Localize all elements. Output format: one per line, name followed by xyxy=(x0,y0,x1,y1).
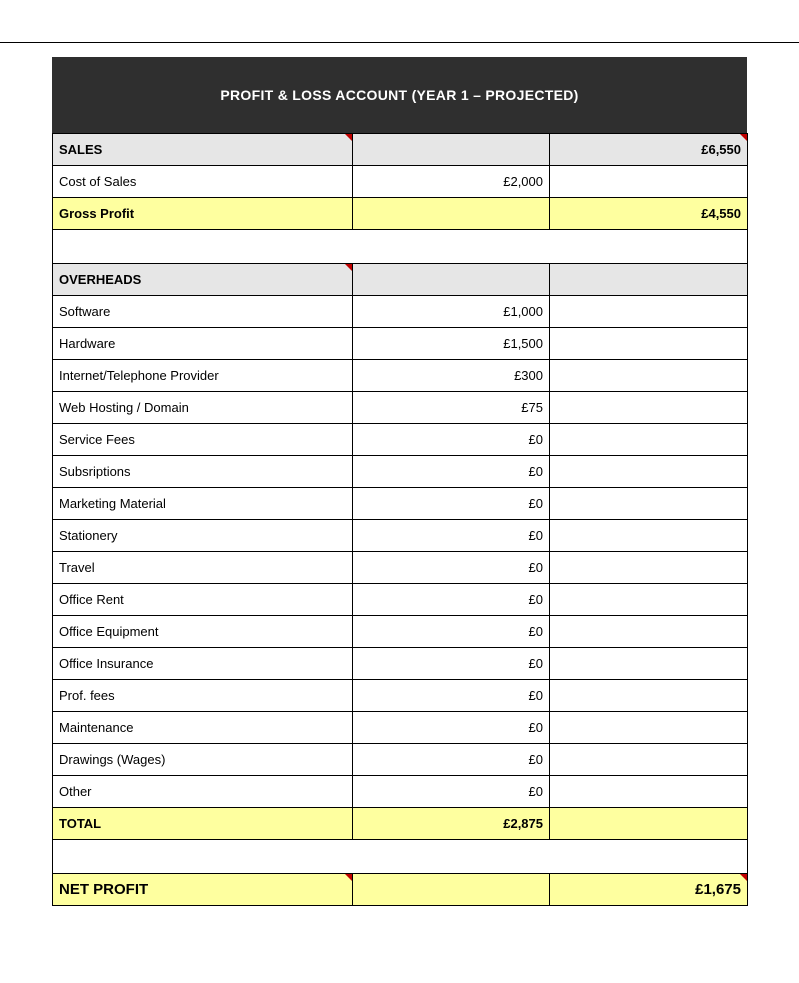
gross-profit-amount: £4,550 xyxy=(550,198,748,230)
overhead-item-label: Service Fees xyxy=(53,424,353,456)
sales-total: £6,550 xyxy=(550,134,748,166)
overhead-item-amount: £300 xyxy=(353,360,550,392)
sales-header: SALES xyxy=(53,134,353,166)
overhead-item-label: Stationery xyxy=(53,520,353,552)
overhead-item-label: Office Insurance xyxy=(53,648,353,680)
overhead-item-amount: £0 xyxy=(353,584,550,616)
overhead-item-amount: £0 xyxy=(353,520,550,552)
overhead-item-amount: £0 xyxy=(353,616,550,648)
overhead-item-label: Maintenance xyxy=(53,712,353,744)
overhead-item-label: Marketing Material xyxy=(53,488,353,520)
gross-profit-label: Gross Profit xyxy=(53,198,353,230)
overhead-item-label: Web Hosting / Domain xyxy=(53,392,353,424)
overhead-item-label: Subsriptions xyxy=(53,456,353,488)
overhead-item-amount: £0 xyxy=(353,488,550,520)
overhead-item-amount: £0 xyxy=(353,456,550,488)
overhead-item-amount: £0 xyxy=(353,680,550,712)
overhead-item-label: Hardware xyxy=(53,328,353,360)
overheads-total-label: TOTAL xyxy=(53,808,353,840)
overhead-item-label: Drawings (Wages) xyxy=(53,744,353,776)
overhead-item-label: Prof. fees xyxy=(53,680,353,712)
net-profit-amount: £1,675 xyxy=(550,874,748,906)
sheet-title: PROFIT & LOSS ACCOUNT (YEAR 1 – PROJECTE… xyxy=(52,57,747,133)
overhead-item-amount: £75 xyxy=(353,392,550,424)
sales-item-amount: £2,000 xyxy=(353,166,550,198)
overhead-item-amount: £0 xyxy=(353,424,550,456)
overhead-item-label: Software xyxy=(53,296,353,328)
overhead-item-amount: £0 xyxy=(353,712,550,744)
overhead-item-label: Internet/Telephone Provider xyxy=(53,360,353,392)
net-profit-label: NET PROFIT xyxy=(53,874,353,906)
overhead-item-amount: £0 xyxy=(353,648,550,680)
sales-item-label: Cost of Sales xyxy=(53,166,353,198)
overhead-item-label: Office Rent xyxy=(53,584,353,616)
pl-table: SALES £6,550 Cost of Sales£2,000Gross Prof… xyxy=(52,133,748,906)
overheads-total-amount: £2,875 xyxy=(353,808,550,840)
overhead-item-label: Other xyxy=(53,776,353,808)
page-top-rule xyxy=(0,42,799,43)
overheads-header: OVERHEADS xyxy=(53,264,353,296)
pl-sheet: PROFIT & LOSS ACCOUNT (YEAR 1 – PROJECTE… xyxy=(52,57,747,906)
overhead-item-amount: £0 xyxy=(353,776,550,808)
overhead-item-amount: £0 xyxy=(353,552,550,584)
overhead-item-label: Travel xyxy=(53,552,353,584)
overhead-item-label: Office Equipment xyxy=(53,616,353,648)
overhead-item-amount: £1,000 xyxy=(353,296,550,328)
overhead-item-amount: £0 xyxy=(353,744,550,776)
overhead-item-amount: £1,500 xyxy=(353,328,550,360)
